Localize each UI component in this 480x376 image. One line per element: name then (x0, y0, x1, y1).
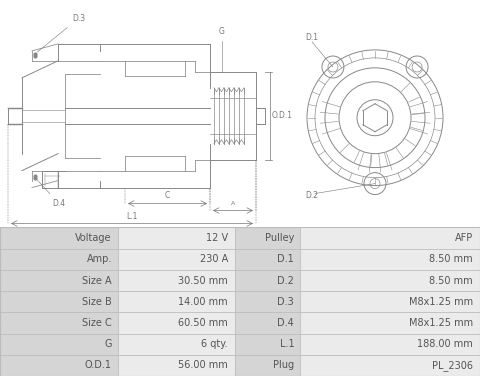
Text: 8.50 mm: 8.50 mm (429, 276, 473, 285)
FancyBboxPatch shape (235, 355, 300, 376)
Text: Size C: Size C (82, 318, 112, 328)
Text: D.3: D.3 (277, 297, 294, 307)
Text: D.1: D.1 (277, 254, 294, 264)
FancyBboxPatch shape (300, 227, 480, 249)
Text: G: G (219, 27, 225, 36)
Text: 14.00 mm: 14.00 mm (179, 297, 228, 307)
FancyBboxPatch shape (235, 227, 300, 249)
FancyBboxPatch shape (300, 249, 480, 270)
FancyBboxPatch shape (300, 270, 480, 291)
FancyBboxPatch shape (235, 270, 300, 291)
Text: D.2: D.2 (305, 191, 318, 200)
Text: Size B: Size B (82, 297, 112, 307)
Text: M8x1.25 mm: M8x1.25 mm (408, 297, 473, 307)
FancyBboxPatch shape (300, 312, 480, 334)
Text: Plug: Plug (273, 360, 294, 370)
FancyBboxPatch shape (235, 291, 300, 312)
Text: Pulley: Pulley (265, 233, 294, 243)
Text: Amp.: Amp. (86, 254, 112, 264)
Text: A: A (231, 200, 235, 206)
FancyBboxPatch shape (0, 249, 118, 270)
Text: PL_2306: PL_2306 (432, 360, 473, 371)
Text: Size A: Size A (82, 276, 112, 285)
FancyBboxPatch shape (300, 291, 480, 312)
FancyBboxPatch shape (0, 270, 118, 291)
FancyBboxPatch shape (0, 291, 118, 312)
Text: O.D.1: O.D.1 (272, 111, 293, 120)
Text: O.D.1: O.D.1 (85, 360, 112, 370)
FancyBboxPatch shape (118, 355, 235, 376)
FancyBboxPatch shape (118, 291, 235, 312)
Text: D.2: D.2 (277, 276, 294, 285)
FancyBboxPatch shape (300, 334, 480, 355)
FancyBboxPatch shape (118, 249, 235, 270)
FancyBboxPatch shape (235, 334, 300, 355)
Text: 188.00 mm: 188.00 mm (417, 339, 473, 349)
Text: L.1: L.1 (280, 339, 294, 349)
Text: D.1: D.1 (305, 33, 318, 42)
Text: AFP: AFP (455, 233, 473, 243)
Text: 230 A: 230 A (200, 254, 228, 264)
Text: 56.00 mm: 56.00 mm (178, 360, 228, 370)
FancyBboxPatch shape (0, 227, 118, 249)
FancyBboxPatch shape (300, 355, 480, 376)
Text: 6 qty.: 6 qty. (202, 339, 228, 349)
FancyBboxPatch shape (118, 270, 235, 291)
Text: C: C (165, 191, 170, 200)
Text: 12 V: 12 V (206, 233, 228, 243)
FancyBboxPatch shape (235, 312, 300, 334)
FancyBboxPatch shape (235, 249, 300, 270)
Text: G: G (104, 339, 112, 349)
Text: 60.50 mm: 60.50 mm (178, 318, 228, 328)
Text: M8x1.25 mm: M8x1.25 mm (408, 318, 473, 328)
Text: D.4: D.4 (277, 318, 294, 328)
FancyBboxPatch shape (118, 334, 235, 355)
Text: D.3: D.3 (37, 14, 85, 52)
FancyBboxPatch shape (0, 334, 118, 355)
Text: Voltage: Voltage (75, 233, 112, 243)
Text: D.4: D.4 (37, 180, 65, 208)
FancyBboxPatch shape (0, 312, 118, 334)
FancyBboxPatch shape (118, 312, 235, 334)
Text: 30.50 mm: 30.50 mm (178, 276, 228, 285)
FancyBboxPatch shape (118, 227, 235, 249)
FancyBboxPatch shape (0, 355, 118, 376)
Text: 8.50 mm: 8.50 mm (429, 254, 473, 264)
Text: L.1: L.1 (126, 212, 138, 220)
